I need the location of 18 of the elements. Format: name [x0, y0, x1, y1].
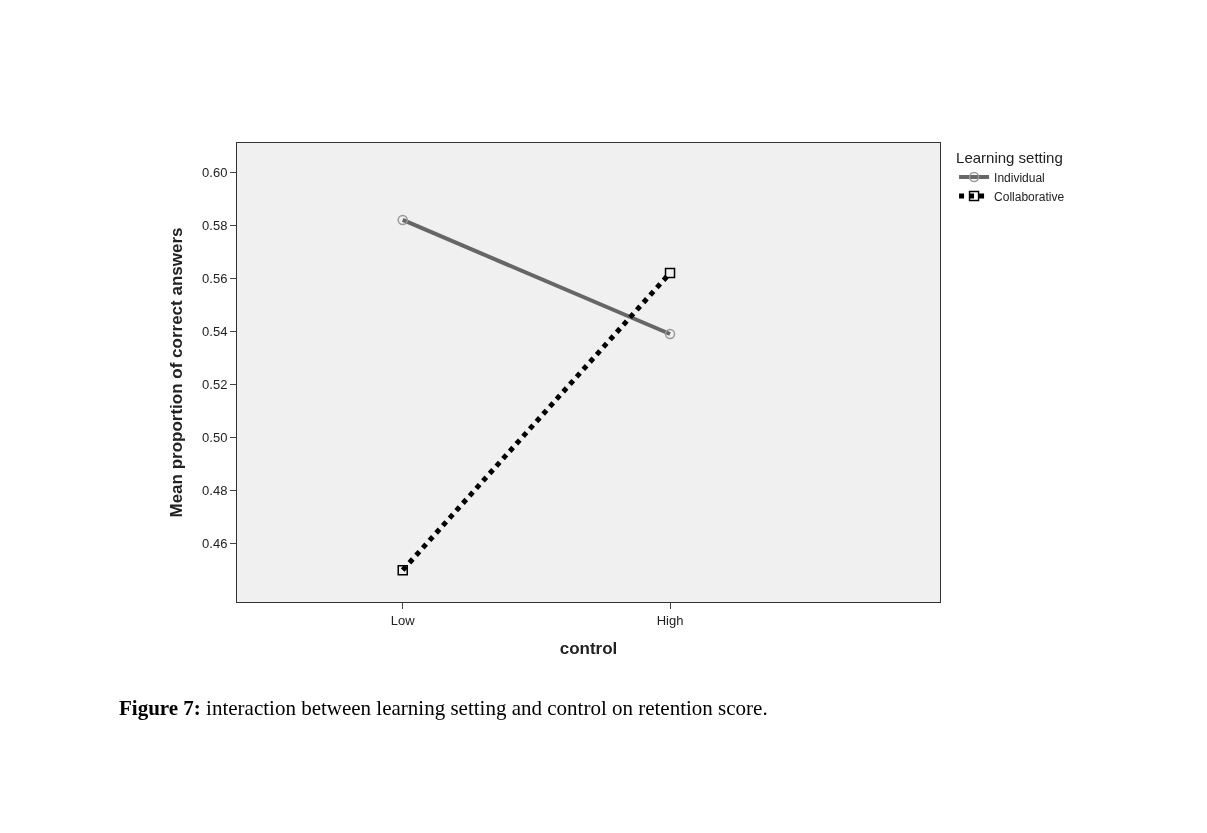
- y-tick-label: 0.54: [202, 323, 228, 339]
- x-axis-title: control: [559, 639, 618, 658]
- x-tick-label: High: [656, 612, 684, 628]
- y-tick-label: 0.48: [202, 483, 228, 499]
- caption: Figure 7: interaction between learning setting and control on retention score.: [119, 696, 768, 720]
- legend-label: Collaborative: [994, 189, 1065, 204]
- y-tick-label: 0.60: [202, 164, 228, 180]
- point: [397, 564, 408, 576]
- y-tick-label: 0.58: [202, 217, 228, 233]
- legend-title: Learning setting: [956, 148, 1063, 166]
- legend-label: Individual: [994, 170, 1045, 185]
- x-tick-label: Low: [390, 612, 416, 628]
- y-tick-label: 0.52: [202, 376, 228, 392]
- y-tick-label: 0.50: [202, 430, 228, 446]
- point: [664, 267, 676, 279]
- y-tick-label: 0.56: [202, 270, 228, 286]
- y-axis-title: Mean proportion of correct answers: [166, 227, 186, 518]
- y-tick-label: 0.46: [202, 536, 228, 552]
